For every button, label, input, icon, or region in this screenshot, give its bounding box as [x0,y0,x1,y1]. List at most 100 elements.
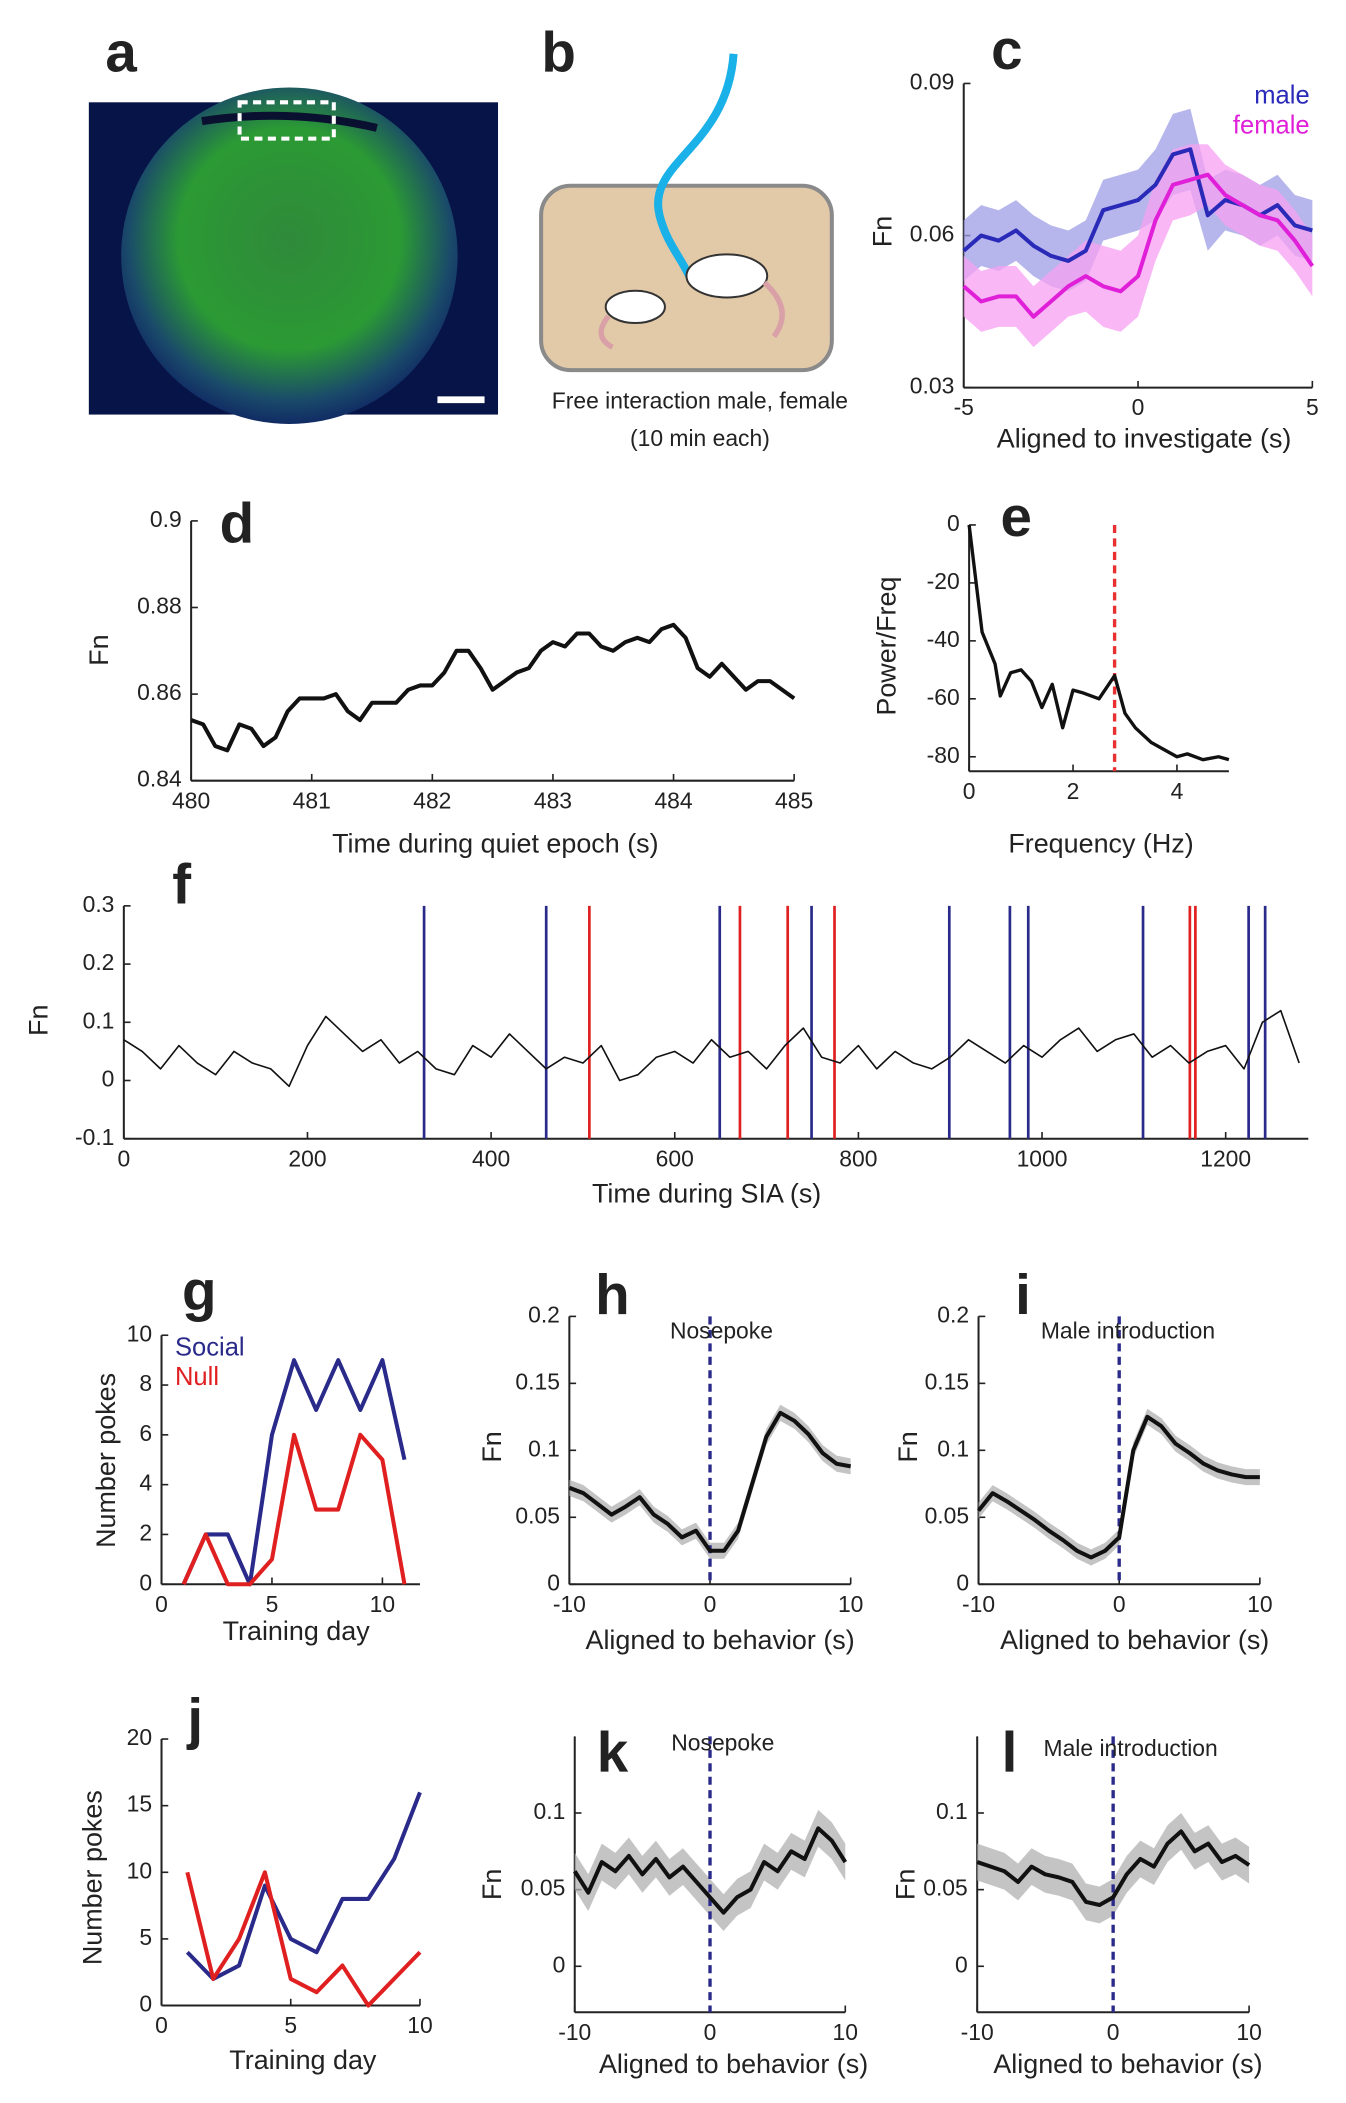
y-tick-label: 15 [127,1791,152,1817]
y-tick-label: 0.1 [83,1007,115,1033]
x-tick-label: -10 [553,1591,586,1617]
x-tick-label: 482 [413,787,451,813]
y-tick-label: 0.86 [137,679,182,705]
y-axis-label: Power/Freq [871,577,901,716]
x-tick-label: 4 [1171,778,1184,804]
legend-entry: male [1254,82,1309,110]
chart-title: Nosepoke [671,1729,774,1755]
data-line [181,1432,407,1587]
data-line [123,1009,1300,1088]
y-tick-label: 0.2 [937,1301,969,1327]
x-tick-label: 10 [370,1591,395,1617]
y-axis-label: Fn [890,1869,920,1900]
caption: Free interaction male, female [552,388,848,414]
y-tick-label: -80 [927,742,960,768]
data-line [967,524,1230,762]
y-axis-label: Fn [23,1005,53,1036]
chart-title: Nosepoke [670,1318,773,1344]
x-tick-label: 1200 [1200,1145,1251,1171]
x-tick-label: 480 [172,787,210,813]
data-line [185,1870,422,2008]
y-tick-label: -0.1 [75,1124,114,1150]
x-tick-label: 600 [656,1145,694,1171]
y-tick-label: 0.1 [936,1798,968,1824]
panel-label: b [541,20,576,83]
panel-a: a [88,20,499,424]
y-tick-label: 0.15 [515,1368,560,1394]
y-tick-label: 0.3 [83,891,115,917]
x-axis-label: Aligned to behavior (s) [586,1625,855,1655]
tissue-edge [201,111,378,132]
x-tick-label: 0 [1113,1591,1126,1617]
y-tick-label: 0.9 [150,506,182,532]
x-tick-label: 800 [839,1145,877,1171]
y-tick-label: 0 [139,1991,152,2017]
panel-label: l [1002,1720,1018,1783]
y-tick-label: 5 [139,1924,152,1950]
x-tick-label: 10 [1236,2019,1261,2045]
x-tick-label: -5 [954,394,974,420]
y-tick-label: 0 [553,1951,566,1977]
x-tick-label: 485 [775,787,813,813]
x-tick-label: 0 [117,1145,130,1171]
y-axis-label: Fn [867,216,897,247]
panel-label: d [220,492,255,555]
y-tick-label: 0.1 [528,1435,560,1461]
error-band [574,1809,846,1932]
data-line [568,1410,852,1553]
chart: 0 5 10 15 20 0 5 10 j Training day Number pokes [77,1687,432,2075]
panel-label: g [182,1259,217,1322]
chart: 0 0.05 0.1 -10 0 10 l Male introduction Aligned … [890,1720,1262,2079]
y-axis-label: Fn [477,1869,507,1900]
chart: 0 0.05 0.1 -10 0 10 k Nosepoke Aligned to behavi… [477,1720,868,2079]
y-tick-label: 0.15 [925,1368,970,1394]
y-tick-label: 0.2 [528,1301,560,1327]
panel-label: h [595,1263,630,1326]
panel-label: e [1001,485,1032,548]
y-tick-label: 4 [139,1470,152,1496]
x-axis-label: Training day [229,2045,377,2075]
y-tick-label: 0 [955,1951,968,1977]
x-tick-label: 483 [534,787,572,813]
x-tick-label: 0 [155,1591,168,1617]
legend-entry: Null [175,1363,219,1391]
chart-title: Male introduction [1044,1735,1218,1761]
x-tick-label: -10 [961,2019,994,2045]
panel-label: c [991,18,1022,81]
data-line [976,1414,1260,1560]
y-tick-label: 8 [139,1370,152,1396]
x-axis-label: Aligned to behavior (s) [599,2049,868,2079]
panel-label: a [105,20,137,83]
error-band [978,1408,1260,1566]
x-tick-label: 10 [833,2019,858,2045]
x-tick-label: 5 [284,2012,297,2038]
chart: -0.100.10.20.30 200 400 600 800 1000 1200fTime… [23,852,1309,1208]
chart: 0.84 0.86 0.88 0.9 480 481 482 483 484 485 d Time d… [84,492,813,859]
y-tick-label: 0.09 [910,69,955,95]
y-tick-label: 0.05 [925,1502,970,1528]
y-tick-label: 0.06 [910,221,955,247]
legend-entry: female [1233,111,1310,139]
y-tick-label: 0 [956,1569,969,1595]
x-tick-label: 481 [293,787,331,813]
y-tick-label: 0 [547,1569,560,1595]
mouse-tail [598,314,614,350]
y-tick-label: 0 [102,1066,115,1092]
y-tick-label: 0.84 [137,766,182,792]
y-tick-label: -20 [927,568,960,594]
x-axis-label: Time during SIA (s) [592,1178,821,1208]
y-tick-label: 0.1 [937,1435,969,1461]
x-tick-label: 1000 [1017,1145,1068,1171]
y-tick-label: 0.05 [923,1875,968,1901]
y-axis-label: Number pokes [77,1790,107,1965]
roi-box [237,100,336,141]
x-tick-label: 0 [155,2012,168,2038]
caption: (10 min each) [630,425,770,451]
y-tick-label: 10 [127,1857,152,1883]
legend-entry: Social [175,1333,245,1361]
chart-title: Male introduction [1041,1318,1215,1344]
mouse [685,253,769,299]
